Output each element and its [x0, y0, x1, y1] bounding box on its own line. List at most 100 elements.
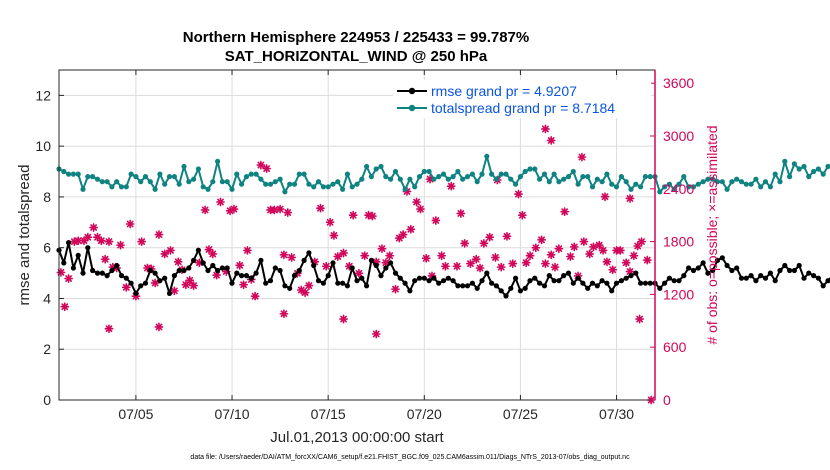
obs-marker [525, 251, 535, 261]
rmse-point [436, 280, 442, 286]
obs-marker [283, 208, 293, 217]
obs-marker-stroke [317, 204, 324, 212]
rmse-point [359, 275, 365, 281]
obs-marker-stroke [122, 283, 130, 291]
obs-marker-stroke [626, 195, 634, 202]
y-axis-right-label: # of obs: o=possible; ×=assimilated [704, 125, 720, 344]
totalspread-point [359, 176, 365, 182]
rmse-point [623, 275, 629, 281]
obs-marker-stroke [399, 231, 407, 238]
obs-marker-stroke [643, 256, 651, 264]
rmse-point [671, 278, 677, 284]
obs-marker-stroke [570, 243, 578, 251]
obs-marker [333, 252, 343, 261]
series-layer [56, 153, 830, 299]
totalspread-point [777, 179, 783, 185]
obs-marker-stroke [288, 254, 296, 261]
obs-marker-stroke [532, 244, 540, 252]
rmse-point [166, 290, 173, 296]
legend-rmse-marker [408, 87, 416, 95]
obs-marker-stroke [61, 303, 69, 311]
totalspread-point [686, 184, 692, 190]
rmse-point [416, 275, 423, 281]
obs-marker-stroke [90, 224, 97, 231]
totalspread-point [460, 176, 466, 182]
totalspread-point [762, 179, 769, 185]
rmse-point [186, 265, 192, 271]
rmse-point [234, 270, 240, 276]
rmse-point [306, 250, 312, 256]
obs-marker-stroke [509, 260, 517, 267]
obs-marker [150, 278, 160, 288]
totalspread-point [426, 168, 432, 175]
obs-marker-stroke [636, 315, 644, 323]
rmse-point [152, 270, 158, 276]
totalspread-point [700, 179, 706, 185]
rmse-point [224, 265, 230, 271]
obs-marker-stroke [230, 205, 238, 213]
obs-marker-stroke [201, 206, 209, 214]
y-tick-label: 2 [43, 341, 51, 357]
obs-marker-stroke [480, 239, 488, 247]
legend: rmse grand pr = 4.9207 totalspread grand… [393, 80, 651, 118]
totalspread-point [354, 181, 360, 187]
totalspread-point [517, 174, 524, 180]
totalspread-point [638, 184, 644, 190]
rmse-point [527, 278, 533, 284]
totalspread-point [719, 179, 725, 185]
rmse-point [825, 278, 830, 284]
obs-marker-stroke [361, 252, 369, 260]
rmse-point [734, 265, 740, 271]
totalspread-point [171, 174, 177, 180]
x-axis-label: Jul.01,2013 00:00:00 start [270, 429, 444, 446]
totalspread-point [825, 163, 830, 170]
rmse-point [215, 267, 221, 274]
totalspread-point [75, 171, 81, 177]
obs-marker-stroke [340, 249, 347, 257]
rmse-point [676, 278, 682, 284]
rmse-point [320, 280, 326, 286]
rmse-point [815, 275, 822, 281]
rmse-point [551, 278, 557, 284]
obs-marker [189, 281, 198, 291]
rmse-point [171, 273, 177, 279]
obs-marker [64, 274, 74, 283]
rmse-point [498, 288, 504, 294]
totalspread-point [90, 174, 96, 180]
rmse-point [85, 245, 91, 251]
obs-marker [377, 244, 387, 254]
rmse-point [205, 267, 211, 274]
rmse-point [469, 280, 475, 286]
obs-marker-stroke [442, 262, 449, 270]
totalspread-point [498, 171, 504, 177]
obs-marker [471, 254, 481, 264]
rmse-point [421, 275, 427, 281]
obs-marker-stroke [503, 232, 511, 240]
obs-marker [256, 160, 266, 170]
obs-marker-stroke [457, 210, 465, 217]
totalspread-point [335, 179, 341, 185]
totalspread-point [772, 171, 778, 177]
totalspread-point [791, 161, 798, 167]
rmse-point [412, 278, 418, 284]
obs-marker-stroke [213, 271, 221, 279]
rmse-point [277, 267, 283, 274]
obs-marker [642, 255, 652, 265]
rmse-point [99, 270, 105, 276]
totalspread-point [801, 163, 807, 170]
obs-marker-stroke [567, 253, 574, 260]
obs-marker-stroke [186, 276, 194, 284]
obs-marker-stroke [518, 211, 526, 219]
totalspread-point [690, 184, 697, 190]
obs-marker [60, 302, 70, 312]
rmse-point [340, 280, 346, 286]
obs-marker-stroke [626, 268, 634, 275]
totalspread-point [147, 179, 153, 185]
rmse-point [229, 280, 235, 286]
legend-totalspread-marker [408, 104, 416, 112]
obs-marker-stroke [74, 237, 82, 245]
rmse-point [686, 265, 692, 271]
totalspread-point [133, 174, 139, 180]
obs-marker-stroke [476, 264, 484, 272]
